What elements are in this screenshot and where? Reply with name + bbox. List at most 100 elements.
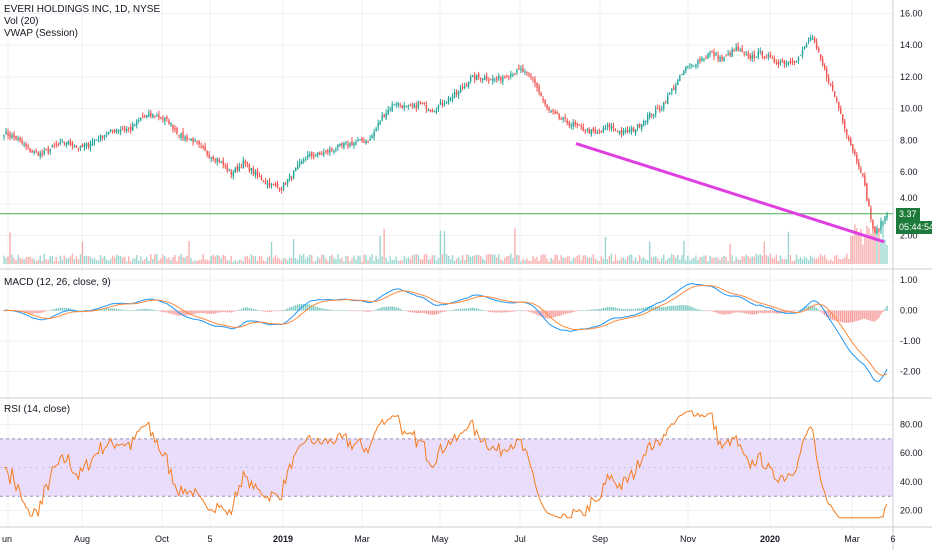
candle-body (202, 146, 204, 149)
macd-hist-bar (437, 310, 440, 314)
macd-hist-bar (803, 307, 806, 311)
candle-body (357, 140, 359, 142)
macd-hist-bar (341, 310, 343, 311)
macd-hist-bar (160, 310, 162, 312)
candle-body (180, 132, 182, 139)
candle-body (190, 139, 192, 141)
macd-hist-bar (65, 308, 68, 311)
volume-bar (49, 256, 51, 264)
macd-hist-bar (679, 305, 681, 311)
volume-bar (59, 255, 62, 264)
macd-hist-bar (35, 310, 37, 314)
candle-body (5, 131, 7, 134)
chart-legend: EVERI HOLDINGS INC, 1D, NYSE Vol (20) VW… (4, 4, 160, 40)
macd-hist-bar (260, 310, 263, 312)
macd-hist-bar (791, 310, 794, 312)
candle-body (121, 129, 124, 131)
volume-bar (415, 253, 418, 264)
volume-bar (387, 261, 389, 264)
macd-hist-bar (809, 305, 812, 311)
macd-hist-bar (115, 308, 118, 311)
volume-bar (791, 261, 794, 264)
macd-hist-bar (317, 307, 319, 311)
volume-bar (743, 256, 745, 264)
candle-body (574, 121, 576, 125)
candle-body (254, 171, 257, 175)
candle-body (152, 114, 154, 118)
macd-hist-bar (286, 308, 289, 311)
macd-hist-bar (435, 310, 438, 315)
volume-bar (848, 259, 850, 264)
macd-hist-bar (490, 310, 492, 313)
volume-bar (37, 259, 39, 264)
candle-body (789, 61, 792, 63)
macd-hist-bar (280, 310, 283, 312)
volume-bar (246, 255, 249, 264)
macd-hist-bar (570, 310, 572, 313)
candle-body (580, 125, 582, 127)
candle-body (665, 102, 667, 104)
candle-body (136, 120, 138, 126)
macd-hist-bar (850, 310, 852, 323)
macd-hist-bar (27, 310, 29, 313)
macd-hist-bar (218, 310, 220, 313)
volume-bar (882, 222, 884, 264)
volume-bar (610, 253, 613, 264)
candle-body (298, 162, 301, 165)
candle-body (715, 53, 717, 56)
candle-body (427, 109, 430, 111)
volume-bar (465, 254, 468, 264)
candle-body (200, 145, 202, 147)
macd-hist-bar (23, 310, 25, 313)
candle-body (186, 136, 188, 140)
candle-body (238, 166, 241, 172)
macd-hist-bar (783, 310, 786, 314)
volume-bar (75, 256, 78, 264)
volume-bar (365, 255, 367, 264)
candle-body (347, 144, 349, 146)
volume-bar (148, 260, 150, 264)
candle-body (194, 139, 196, 141)
candle-body (534, 79, 536, 84)
candle-body (385, 113, 387, 119)
macd-hist-bar (107, 308, 110, 311)
candle-body (735, 46, 737, 51)
macd-hist-bar (494, 310, 496, 313)
macd-hist-bar (797, 310, 800, 311)
volume-bar (123, 256, 126, 264)
macd-hist-bar (276, 310, 279, 312)
candle-body (864, 175, 866, 186)
volume-bar (528, 260, 530, 264)
macd-hist-bar (214, 310, 216, 314)
volume-bar (278, 258, 281, 264)
volume-bar (407, 257, 409, 264)
macd-hist-bar (130, 310, 132, 312)
volume-bar (482, 258, 484, 264)
volume-bar (65, 258, 68, 264)
macd-hist-bar (862, 310, 864, 320)
candle-body (791, 60, 794, 63)
candle-body (685, 67, 687, 71)
volume-bar (817, 257, 820, 264)
macd-hist-bar (727, 310, 729, 314)
candle-body (77, 147, 80, 149)
volume-bar (158, 260, 160, 264)
macd-hist-bar (620, 309, 623, 311)
candle-body (862, 173, 864, 176)
volume-bar (130, 261, 132, 264)
candle-body (220, 161, 222, 163)
macd-hist-bar (576, 310, 578, 312)
macd-hist-bar (284, 309, 287, 311)
macd-hist-bar (234, 310, 237, 312)
candle-body (365, 141, 367, 144)
candle-body (858, 161, 860, 168)
volume-bar (83, 255, 86, 264)
macd-hist-bar (451, 309, 454, 311)
candle-body (638, 123, 641, 128)
volume-bar (71, 253, 74, 264)
macd-hist-bar (266, 310, 269, 312)
trendline[interactable] (575, 142, 885, 244)
volume-bar (266, 257, 269, 264)
candle-body (795, 60, 798, 62)
